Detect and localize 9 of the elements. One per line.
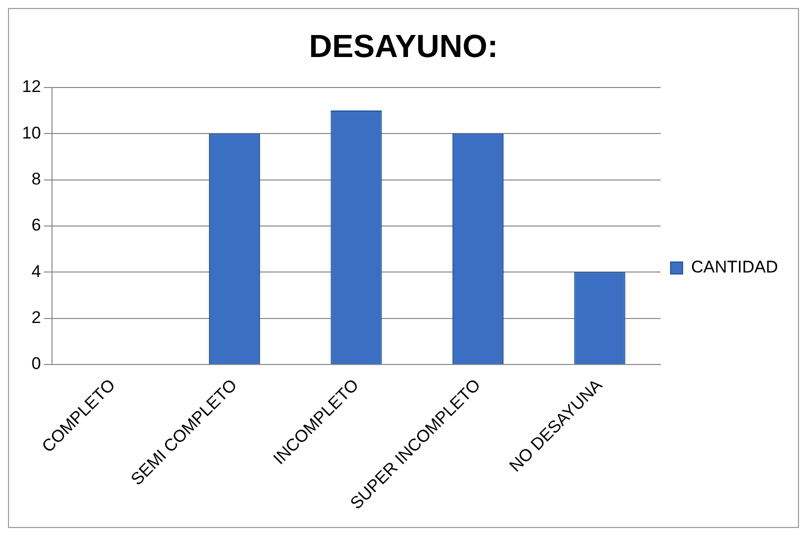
chart-title: DESAYUNO: [308,28,498,64]
y-tick-label: 2 [31,308,41,328]
y-tick-label: 8 [31,169,41,188]
y-tick-label: 10 [22,123,41,142]
y-tick-label: 6 [31,216,41,235]
legend-label: CANTIDAD [691,258,778,277]
y-tick-label: 0 [31,354,41,374]
y-tick-label: 12 [22,77,41,96]
y-tick-label: 4 [31,262,41,281]
